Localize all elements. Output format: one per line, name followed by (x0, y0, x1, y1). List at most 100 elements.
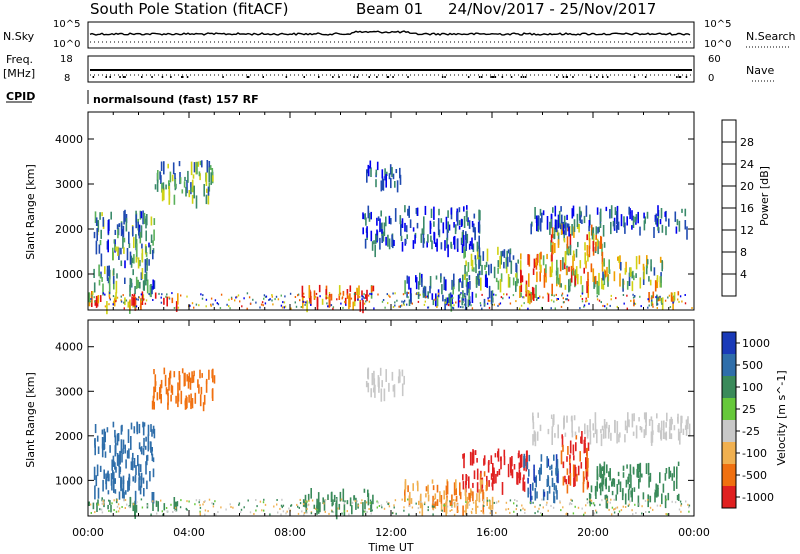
range-cell (116, 273, 118, 279)
range-cell (580, 436, 582, 444)
range-cell (200, 293, 202, 296)
range-cell (637, 211, 639, 224)
range-cell (509, 253, 511, 263)
range-cell (228, 305, 230, 308)
range-cell (160, 301, 163, 304)
range-cell (556, 230, 559, 236)
range-cell (566, 298, 568, 301)
range-cell (297, 512, 300, 515)
range-cell (566, 243, 568, 255)
range-cell (381, 176, 384, 190)
range-cell (91, 294, 93, 297)
range-cell (584, 242, 586, 251)
range-cell (147, 441, 150, 452)
range-cell (592, 233, 595, 246)
range-cell (495, 511, 497, 514)
range-cell (97, 487, 100, 499)
range-cell (365, 381, 368, 388)
range-cell (264, 503, 267, 506)
range-cell (627, 504, 630, 507)
range-cell (274, 298, 276, 301)
range-cell (357, 293, 359, 301)
range-cell (498, 468, 501, 476)
range-cell (476, 279, 479, 285)
range-cell (144, 259, 147, 266)
range-cell (229, 307, 231, 310)
range-cell (643, 430, 646, 437)
range-cell (543, 491, 546, 497)
range-cell (153, 369, 155, 375)
range-cell (160, 379, 163, 389)
range-cell (588, 220, 591, 228)
range-cell (265, 295, 268, 298)
range-cell (496, 471, 499, 477)
range-cell (685, 419, 688, 430)
range-cell (129, 292, 131, 294)
range-cell (516, 471, 518, 485)
range-cell (351, 501, 354, 504)
range-cell (330, 304, 333, 307)
range-cell (361, 295, 363, 298)
range-cell (522, 296, 524, 299)
range-cell (657, 424, 659, 433)
range-cell (656, 294, 658, 306)
nave-dip (491, 76, 494, 78)
range-cell (445, 500, 448, 514)
range-cell (290, 307, 292, 310)
range-cell (535, 475, 537, 488)
range-cell (637, 495, 640, 507)
range-cell (590, 485, 593, 493)
range-cell (225, 508, 227, 511)
range-cell (523, 296, 525, 299)
range-cell (503, 293, 505, 296)
range-cell (570, 265, 573, 272)
range-cell (499, 302, 502, 305)
range-cell (559, 274, 561, 288)
range-cell (319, 295, 321, 298)
range-cell (436, 238, 438, 252)
range-cell (301, 297, 304, 300)
range-cell (198, 304, 200, 307)
range-cell (574, 505, 576, 508)
nave-dip (524, 76, 527, 78)
range-cell (551, 294, 553, 297)
range-cell (479, 270, 481, 276)
range-cell (145, 252, 148, 257)
range-cell (449, 292, 452, 307)
range-cell (407, 296, 409, 299)
range-cell (430, 235, 432, 242)
range-cell (586, 245, 589, 256)
range-cell (465, 260, 467, 267)
range-cell (201, 373, 203, 378)
range-cell (107, 220, 110, 234)
range-cell (664, 299, 667, 302)
range-cell (620, 509, 623, 512)
range-cell (599, 208, 602, 222)
range-cell (196, 161, 198, 175)
range-cell (154, 387, 157, 393)
range-cell (445, 503, 447, 506)
range-cell (516, 504, 518, 507)
range-cell (638, 478, 640, 489)
range-cell (124, 499, 127, 501)
nave-dip (589, 76, 592, 78)
range-cell (140, 298, 142, 311)
range-cell (598, 299, 601, 302)
range-cell (553, 300, 555, 303)
range-cell (134, 490, 137, 505)
range-cell (311, 499, 314, 502)
range-cell (122, 294, 124, 297)
range-cell (688, 510, 690, 513)
range-cell (123, 301, 125, 304)
range-cell (469, 301, 471, 304)
range-cell (370, 167, 372, 177)
range-cell (433, 501, 435, 504)
range-cell (119, 468, 121, 475)
range-cell (613, 222, 616, 229)
range-cell (445, 216, 448, 230)
range-cell (626, 216, 628, 226)
range-cell (180, 294, 182, 297)
range-cell (662, 429, 665, 439)
range-cell (595, 234, 597, 240)
range-cell (189, 304, 191, 307)
